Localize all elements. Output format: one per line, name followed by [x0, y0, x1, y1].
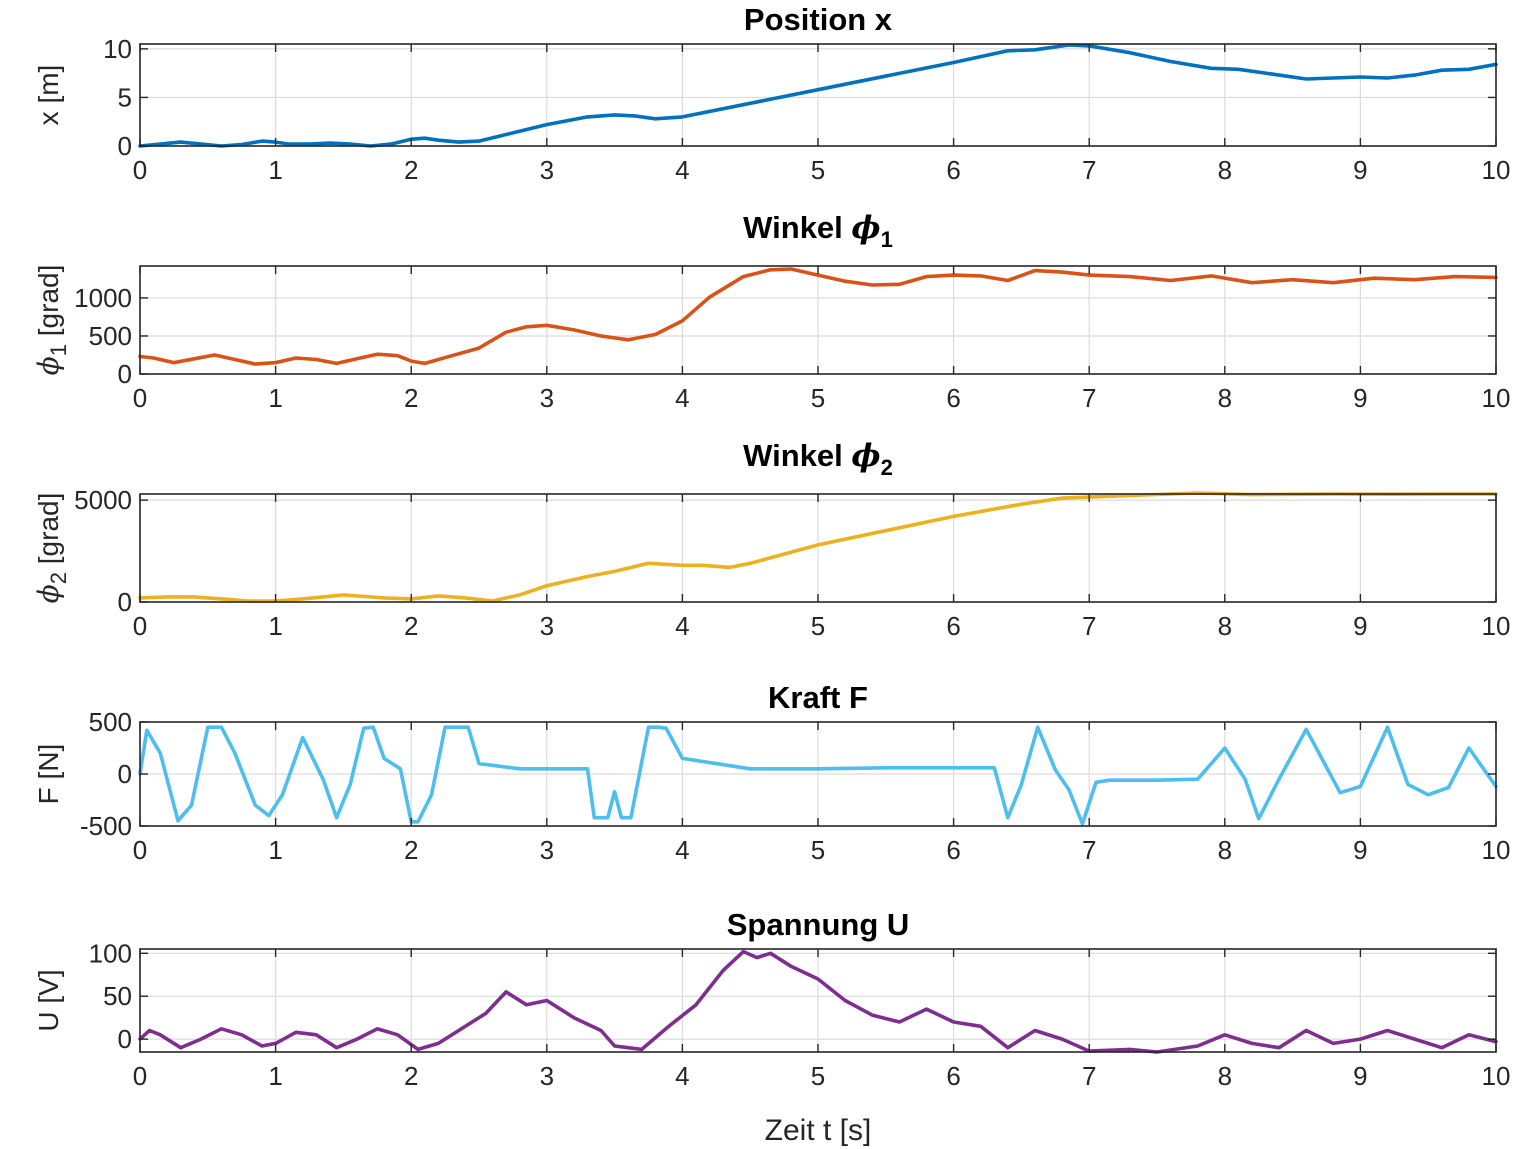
series-line	[138, 725, 1498, 826]
y-tick-label: 5000	[74, 485, 132, 515]
x-tick-label: 2	[404, 835, 418, 865]
x-tick-label: 4	[675, 835, 689, 865]
x-tick-label: 5	[811, 383, 825, 413]
x-tick-label: 5	[811, 611, 825, 641]
x-tick-label: 5	[811, 835, 825, 865]
chart-panel-1: 0 1 2 3 4 5 6 7 8 9 10 0 5 10 Position x x [m]	[33, 2, 1510, 185]
chart-title: Kraft F	[768, 680, 868, 715]
y-tick-label: 0	[118, 359, 132, 389]
x-tick-label: 4	[675, 1061, 689, 1091]
x-tick-label: 5	[811, 1061, 825, 1091]
x-tick-label: 4	[675, 155, 689, 185]
series-line	[138, 949, 1498, 1054]
x-tick-label: 6	[946, 383, 960, 413]
x-tick-label: 3	[540, 611, 554, 641]
y-tick-label: 0	[118, 131, 132, 161]
x-tick-label: 3	[540, 835, 554, 865]
x-tick-label: 3	[540, 155, 554, 185]
x-tick-label: 9	[1353, 155, 1367, 185]
chart-title: Winkel ϕ1	[743, 210, 893, 252]
x-tick-label: 10	[1482, 383, 1511, 413]
y-axis-label: ϕ1 [grad]	[32, 265, 71, 376]
y-tick-label: 100	[89, 938, 132, 968]
y-tick-label: 1000	[74, 283, 132, 313]
x-tick-label: 1	[268, 611, 282, 641]
x-tick-label: 1	[268, 155, 282, 185]
x-tick-label: 10	[1482, 1061, 1511, 1091]
series-line	[138, 267, 1498, 366]
series-line	[138, 43, 1498, 148]
y-tick-label: 0	[118, 1024, 132, 1054]
x-tick-label: 0	[133, 611, 147, 641]
x-tick-label: 1	[268, 835, 282, 865]
x-tick-label: 0	[133, 835, 147, 865]
x-tick-label: 2	[404, 155, 418, 185]
y-axis-label: F [N]	[33, 744, 64, 805]
x-tick-label: 0	[133, 1061, 147, 1091]
x-tick-label: 6	[946, 155, 960, 185]
x-tick-label: 6	[946, 611, 960, 641]
x-tick-label: 8	[1218, 383, 1232, 413]
x-tick-label: 3	[540, 1061, 554, 1091]
y-axis-label: x [m]	[33, 65, 64, 126]
y-axis-label: ϕ2 [grad]	[32, 493, 71, 604]
x-tick-label: 6	[946, 1061, 960, 1091]
y-tick-label: 0	[118, 587, 132, 617]
x-tick-label: 7	[1082, 155, 1096, 185]
x-tick-label: 7	[1082, 611, 1096, 641]
x-tick-label: 10	[1482, 155, 1511, 185]
y-tick-label: 500	[89, 321, 132, 351]
y-axis-label: U [V]	[33, 969, 64, 1031]
x-tick-label: 9	[1353, 835, 1367, 865]
x-tick-label: 9	[1353, 383, 1367, 413]
x-axis-label: Zeit t [s]	[765, 1114, 872, 1147]
chart-title: Position x	[744, 2, 893, 37]
x-tick-label: 10	[1482, 835, 1511, 865]
x-tick-label: 2	[404, 611, 418, 641]
x-tick-label: 7	[1082, 1061, 1096, 1091]
x-tick-label: 1	[268, 1061, 282, 1091]
y-tick-label: -500	[80, 811, 132, 841]
x-tick-label: 0	[133, 155, 147, 185]
x-tick-label: 2	[404, 1061, 418, 1091]
x-tick-label: 7	[1082, 835, 1096, 865]
chart-title: Spannung U	[727, 907, 910, 942]
chart-panel-2: 0 1 2 3 4 5 6 7 8 9 10 0 500 1000 Winkel ϕ1 ϕ1 [grad]	[32, 210, 1510, 413]
x-tick-label: 9	[1353, 1061, 1367, 1091]
x-tick-label: 9	[1353, 611, 1367, 641]
x-tick-label: 5	[811, 155, 825, 185]
x-tick-label: 6	[946, 835, 960, 865]
chart-panel-3: 0 1 2 3 4 5 6 7 8 9 10 0 5000 Winkel ϕ2 ϕ2 [grad]	[32, 438, 1510, 641]
x-tick-label: 8	[1218, 155, 1232, 185]
x-tick-label: 7	[1082, 383, 1096, 413]
y-tick-label: 50	[103, 981, 132, 1011]
x-tick-label: 8	[1218, 611, 1232, 641]
y-tick-label: 500	[89, 707, 132, 737]
y-tick-label: 5	[118, 82, 132, 112]
x-tick-label: 10	[1482, 611, 1511, 641]
chart-title: Winkel ϕ2	[743, 438, 893, 480]
x-tick-label: 2	[404, 383, 418, 413]
x-tick-label: 4	[675, 611, 689, 641]
y-tick-label: 10	[103, 34, 132, 64]
x-tick-label: 8	[1218, 1061, 1232, 1091]
x-tick-label: 3	[540, 383, 554, 413]
x-tick-label: 4	[675, 383, 689, 413]
x-tick-label: 0	[133, 383, 147, 413]
y-tick-label: 0	[118, 759, 132, 789]
x-tick-label: 8	[1218, 835, 1232, 865]
x-tick-label: 1	[268, 383, 282, 413]
